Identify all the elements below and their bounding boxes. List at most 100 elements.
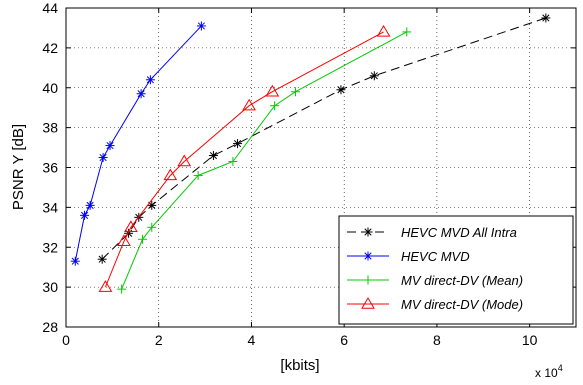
series-line (101, 17, 547, 260)
y-tick-label: 28 (42, 319, 58, 335)
ticks: 0 2 4 6 8 10 28 30 32 34 36 38 40 42 44 (42, 0, 576, 348)
data-point (124, 220, 138, 233)
data-point (369, 71, 379, 81)
legend-label: HEVC MVD All Intra (401, 225, 517, 240)
marker-stroke (542, 14, 550, 22)
marker-stroke (86, 201, 94, 209)
marker-stroke (233, 139, 242, 148)
x-tick-label: 2 (155, 332, 163, 348)
x-tick-label: 4 (248, 332, 256, 348)
x-tick-label: 0 (62, 332, 70, 348)
data-point (376, 24, 391, 37)
data-point (242, 98, 257, 111)
marker-shape (361, 297, 375, 309)
marker-stroke (99, 153, 107, 162)
x-tick-label: 6 (340, 332, 348, 348)
data-point (233, 139, 243, 149)
y-tick-label: 32 (42, 239, 58, 255)
data-point (163, 168, 178, 181)
marker-stroke (137, 90, 145, 98)
data-point (196, 21, 206, 31)
marker-stroke (209, 151, 218, 160)
x-axis-label: [kbits] (280, 357, 319, 374)
marker-stroke (146, 76, 154, 84)
data-point (98, 153, 108, 163)
series-line (104, 31, 384, 288)
legend-entry: MV direct-DV (Mean) (347, 273, 523, 288)
legend-entry: HEVC MVD All Intra (347, 225, 517, 240)
y-tick-label: 42 (42, 40, 58, 56)
marker-stroke (148, 201, 156, 209)
series-mv-direct-dv-mean (117, 27, 412, 294)
marker-stroke (106, 141, 114, 150)
data-point (85, 200, 95, 210)
legend-marker (363, 227, 373, 237)
marker-shape (117, 234, 131, 246)
y-tick-label: 30 (42, 279, 58, 295)
data-point (117, 284, 127, 294)
data-point (138, 234, 147, 244)
y-tick-label: 40 (42, 80, 58, 96)
x-multiplier-exponent: 4 (558, 363, 563, 373)
y-tick-label: 34 (42, 199, 58, 215)
y-tick-label: 44 (42, 0, 58, 16)
data-point (80, 210, 90, 220)
x-multiplier: x 104 (535, 363, 563, 380)
marker-shape (376, 24, 391, 37)
data-point (208, 151, 218, 161)
marker-stroke (370, 72, 378, 80)
y-axis-label: PSNR Y [dB] (10, 124, 27, 210)
legend-entry: MV direct-DV (Mode) (347, 297, 523, 312)
data-point (336, 85, 346, 95)
data-point (291, 87, 300, 97)
marker-stroke (337, 86, 345, 94)
data-point (193, 170, 203, 180)
x-tick-label: 10 (522, 332, 538, 348)
legend-marker (363, 251, 373, 261)
x-tick-label: 8 (433, 332, 441, 348)
data-point (541, 13, 551, 23)
legend-marker (361, 297, 375, 309)
legend-entry: HEVC MVD (347, 249, 470, 264)
marker-stroke (364, 228, 372, 236)
series-layer (70, 13, 551, 294)
data-point (70, 256, 80, 266)
data-point (177, 154, 192, 167)
y-tick-label: 38 (42, 120, 58, 136)
y-tick-label: 36 (42, 160, 58, 176)
marker-shape (265, 84, 280, 97)
marker-stroke (364, 252, 372, 260)
marker-shape (124, 220, 138, 233)
legend-label: MV direct-DV (Mode) (401, 297, 523, 312)
data-point (228, 157, 238, 167)
legend-box (338, 215, 574, 325)
data-point (97, 254, 107, 264)
series-mv-direct-dv-mode (98, 24, 391, 292)
series-line (121, 31, 408, 290)
marker-stroke (71, 257, 79, 265)
data-point (136, 89, 146, 99)
legend-label: HEVC MVD (401, 249, 470, 264)
marker-stroke (80, 211, 89, 219)
data-point (402, 27, 412, 37)
marker-shape (242, 98, 257, 111)
marker-shape (163, 168, 178, 181)
x-multiplier-base: x 10 (535, 366, 558, 380)
data-point (270, 101, 280, 111)
marker-stroke (197, 22, 205, 30)
data-point (145, 75, 155, 85)
series-hevc-mvd (70, 21, 206, 266)
legend-label: MV direct-DV (Mean) (401, 273, 523, 288)
data-point (98, 280, 113, 292)
legend-marker (363, 275, 373, 285)
data-point (265, 84, 280, 97)
marker-shape (98, 280, 113, 292)
legend: HEVC MVD All Intra HEVC MVD MV direct-DV (… (338, 215, 574, 325)
series-line (74, 25, 202, 262)
data-point (117, 234, 131, 246)
series-hevc-mvd-all-intra (97, 13, 551, 264)
marker-shape (177, 154, 192, 167)
data-point (147, 222, 157, 232)
